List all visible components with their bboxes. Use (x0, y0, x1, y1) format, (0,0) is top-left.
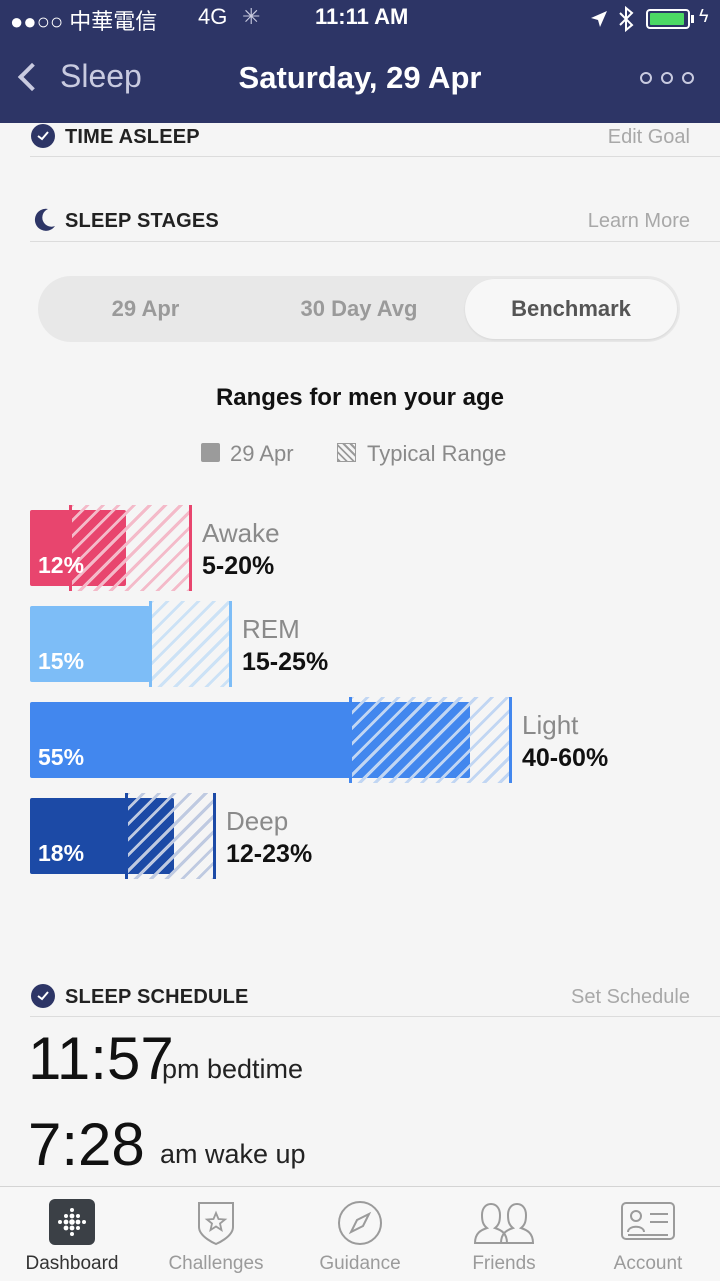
battery-icon (646, 9, 690, 29)
tab-bar: Dashboard Challenges Guidance Friends (0, 1186, 720, 1281)
dashboard-icon (49, 1199, 95, 1245)
legend-hatch-swatch (337, 443, 356, 462)
typical-range-overlay (126, 793, 214, 879)
period-segmented-control: 29 Apr 30 Day Avg Benchmark (38, 276, 680, 342)
actual-bar (30, 606, 150, 682)
stage-range: 5-20% (202, 552, 275, 580)
tab-account[interactable]: Account (576, 1187, 720, 1281)
range-end-line (189, 505, 192, 591)
typical-range-overlay (350, 697, 510, 783)
compass-icon (338, 1201, 382, 1245)
clock-check-icon (31, 984, 55, 1008)
tab-label: Guidance (319, 1253, 401, 1274)
bluetooth-icon (619, 6, 634, 32)
tab-dashboard[interactable]: Dashboard (0, 1187, 144, 1281)
segment-benchmark[interactable]: Benchmark (465, 279, 677, 339)
status-time: 11:11 AM (315, 4, 409, 29)
chart-subtitle: Ranges for men your age (215, 384, 505, 411)
range-end-line (213, 793, 216, 879)
stage-percent: 18% (38, 840, 85, 866)
range-end-line (509, 697, 512, 783)
activity-spinner-icon: ✳ (242, 4, 261, 29)
segment-29-apr[interactable]: 29 Apr (111, 296, 180, 321)
battery-tip (691, 15, 694, 23)
typical-range-overlay (150, 601, 230, 687)
legend-solid-swatch (201, 443, 220, 462)
tab-label: Friends (472, 1253, 536, 1274)
range-start-line (349, 697, 352, 783)
tab-guidance[interactable]: Guidance (288, 1187, 432, 1281)
network-label: 4G (198, 4, 228, 29)
wakeup-time: 7:28 (28, 1111, 145, 1178)
tab-label: Account (613, 1253, 683, 1274)
range-start-line (125, 793, 128, 879)
friends-icon (473, 1202, 535, 1244)
stage-range: 12-23% (226, 840, 313, 868)
sleep-stages-title: SLEEP STAGES (65, 210, 219, 232)
location-arrow-icon (591, 11, 607, 27)
set-schedule-link[interactable]: Set Schedule (571, 986, 690, 1008)
legend-typical-label: Typical Range (367, 441, 507, 466)
typical-range-bar (350, 697, 510, 783)
legend-actual-label: 29 Apr (230, 441, 294, 466)
segment-30-day-avg[interactable]: 30 Day Avg (300, 296, 418, 321)
divider (30, 1016, 720, 1017)
stage-name: Awake (202, 518, 280, 548)
account-card-icon (621, 1202, 675, 1240)
bedtime-time: 11:57 (28, 1025, 174, 1092)
edit-goal-link[interactable]: Edit Goal (607, 126, 690, 148)
back-label: Sleep (60, 58, 142, 94)
typical-range-bar (70, 505, 190, 591)
stage-percent: 12% (38, 552, 85, 578)
stage-range: 15-25% (242, 648, 329, 676)
divider (30, 241, 720, 242)
clock-check-icon (31, 124, 55, 148)
dot-icon (640, 72, 652, 84)
learn-more-link[interactable]: Learn More (587, 210, 690, 232)
tab-label: Challenges (168, 1253, 264, 1274)
tab-challenges[interactable]: Challenges (144, 1187, 288, 1281)
top-bar: ●●○○ 中華電信 4G ✳ 11:11 AM ϟ Sleep Saturday… (0, 0, 720, 123)
stage-name: REM (242, 614, 300, 644)
tab-friends[interactable]: Friends (432, 1187, 576, 1281)
divider (30, 156, 720, 157)
stage-name: Light (522, 710, 579, 740)
typical-range-bar (126, 793, 214, 879)
stage-percent: 55% (38, 744, 85, 770)
sleep-schedule-title: SLEEP SCHEDULE (65, 986, 249, 1008)
bedtime-label: pm bedtime (162, 1054, 304, 1084)
stage-name: Deep (226, 806, 289, 836)
range-end-line (229, 601, 232, 687)
dot-icon (661, 72, 673, 84)
tab-label: Dashboard (25, 1253, 119, 1274)
page-title: Saturday, 29 Apr (238, 60, 482, 95)
time-asleep-title: TIME ASLEEP (65, 126, 200, 148)
more-options-button[interactable] (640, 72, 694, 84)
range-start-line (149, 601, 152, 687)
stage-percent: 15% (38, 648, 85, 674)
moon-icon (34, 208, 55, 231)
stage-range: 40-60% (522, 744, 609, 772)
charging-bolt-icon: ϟ (699, 6, 709, 26)
typical-range-bar (150, 601, 230, 687)
challenges-star-icon (198, 1202, 234, 1246)
range-start-line (69, 505, 72, 591)
wakeup-label: am wake up (160, 1139, 306, 1169)
dot-icon (682, 72, 694, 84)
back-button[interactable]: Sleep (14, 58, 142, 95)
carrier-label: ●●○○ 中華電信 (10, 9, 158, 34)
typical-range-overlay (70, 505, 190, 591)
